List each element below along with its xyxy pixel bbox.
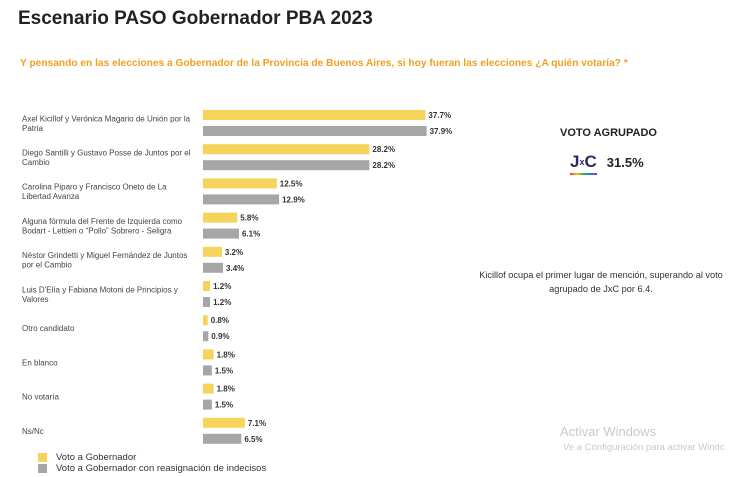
activation-watermark-subtitle: Ve a Configuración para activar Windc (563, 442, 725, 453)
data-label: 37.7% (428, 111, 451, 120)
analysis-note: Kicillof ocupa el primer lugar de menció… (479, 270, 723, 294)
bar-voto-reasignado (203, 228, 239, 239)
bar-voto-reasignado (203, 297, 211, 307)
data-label: 12.5% (280, 179, 303, 188)
legend-swatch-gray (38, 464, 47, 473)
data-label: 6.1% (242, 230, 260, 239)
data-label: 0.9% (211, 332, 229, 341)
bar-voto-gobernador (203, 383, 214, 394)
bar-voto-reasignado (203, 194, 280, 205)
category-label: Alguna fórmula del Frente de Izquierda c… (22, 217, 183, 236)
bar-voto-gobernador (203, 110, 426, 120)
bar-voto-gobernador (203, 144, 370, 155)
grouped-vote-box: JxC 31.5% (570, 152, 644, 175)
category-label: Ns/Nc (22, 427, 44, 436)
data-label: 28.2% (372, 145, 395, 154)
bar-voto-gobernador (203, 246, 222, 257)
data-label: 1.5% (215, 401, 233, 410)
grouped-vote-title: VOTO AGRUPADO (560, 127, 657, 139)
category-label: En blanco (22, 358, 58, 367)
category-label: Axel Kicillof y Verónica Magario de Unió… (22, 114, 191, 133)
bar-voto-gobernador (203, 178, 277, 189)
legend-item-series2: Voto a Gobernador con reasignación de in… (38, 463, 266, 474)
category-label: No votaría (22, 393, 59, 402)
activation-watermark-title: Activar Windows (560, 424, 657, 439)
category-label: Diego Santilli y Gustavo Posse de Juntos… (22, 148, 191, 167)
bar-voto-gobernador (203, 212, 238, 223)
data-label: 6.5% (244, 435, 262, 444)
data-label: 5.8% (240, 214, 258, 223)
bar-voto-reasignado (203, 262, 224, 273)
bar-voto-reasignado (203, 126, 427, 136)
data-label: 1.8% (217, 350, 235, 359)
data-label: 28.2% (372, 161, 395, 170)
page-title: Escenario PASO Gobernador PBA 2023 (18, 8, 373, 29)
data-label: 3.4% (226, 264, 244, 273)
data-label: 37.9% (430, 127, 453, 136)
bar-voto-reasignado (203, 365, 212, 376)
data-label: 1.5% (215, 366, 233, 375)
survey-question: Y pensando en las elecciones a Gobernado… (20, 58, 628, 69)
category-label: Luis D'Elía y Fabiana Motoni de Principi… (22, 285, 178, 304)
data-label: 3.2% (225, 248, 243, 257)
legend-swatch-yellow (38, 453, 47, 462)
data-label: 12.9% (282, 195, 305, 204)
bar-voto-reasignado (203, 160, 370, 171)
data-label: 7.1% (248, 419, 266, 428)
category-label: Néstor Grindetti y Miguel Fernández de J… (22, 251, 187, 270)
grouped-vote-value: 31.5% (606, 154, 644, 170)
legend-label: Voto a Gobernador (56, 452, 137, 463)
category-label: Carolina Piparo y Francisco Oneto de La L… (22, 183, 167, 202)
legend-label: Voto a Gobernador con reasignación de in… (56, 463, 267, 474)
data-label: 1.8% (217, 385, 235, 394)
data-label: 0.8% (211, 316, 229, 325)
bar-voto-reasignado (203, 399, 212, 410)
bar-voto-gobernador (203, 417, 245, 428)
category-label: Otro candidato (22, 324, 75, 333)
data-label: 1.2% (213, 282, 231, 291)
bar-voto-reasignado (203, 331, 209, 342)
bar-voto-reasignado (203, 433, 242, 444)
data-label: 1.2% (213, 298, 231, 307)
bar-voto-gobernador (203, 315, 208, 326)
legend-item-series1: Voto a Gobernador (38, 452, 266, 463)
bar-voto-gobernador (203, 349, 214, 360)
chart-legend: Voto a Gobernador Voto a Gobernador con … (38, 452, 266, 474)
bar-voto-gobernador (203, 281, 211, 291)
jxc-logo: JxC (570, 152, 597, 175)
